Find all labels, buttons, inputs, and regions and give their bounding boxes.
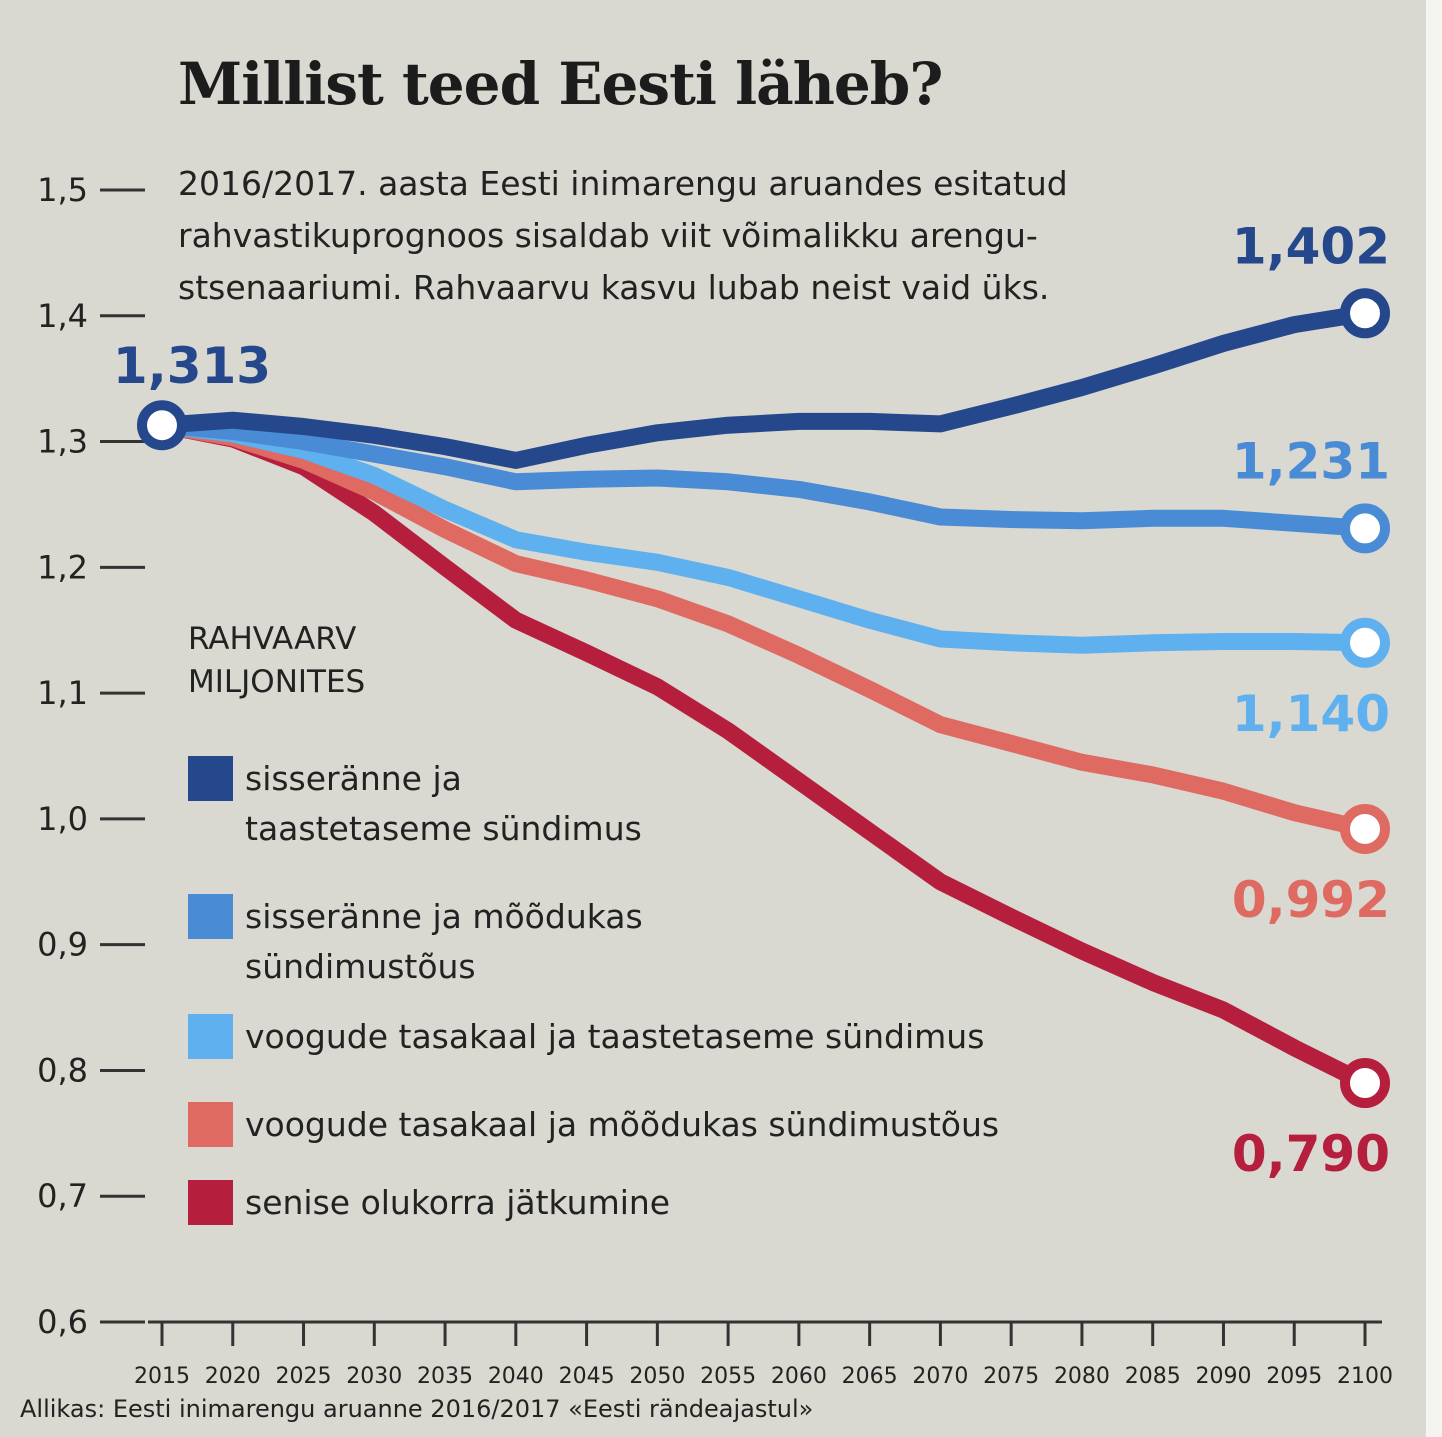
x-tick-label: 2030: [346, 1364, 402, 1389]
series-end-value-label: 0,790: [1232, 1125, 1390, 1183]
subtitle-line: 2016/2017. aasta Eesti inimarengu aruand…: [178, 164, 1068, 203]
y-tick-label: 0,6: [37, 1303, 88, 1341]
y-tick-label: 0,9: [37, 926, 88, 964]
y-tick-label: 1,1: [37, 674, 88, 712]
series-line: [153, 416, 1374, 537]
x-tick-label: 2045: [559, 1364, 615, 1389]
legend-swatch: [188, 1014, 233, 1059]
legend-item-senise-olukorra: senise olukorra jätkumine: [188, 1178, 670, 1228]
series-end-value-label: 1,140: [1232, 685, 1390, 743]
unit-label-line: RAHVAARV: [188, 621, 357, 657]
series-end-marker: [1340, 288, 1390, 339]
y-tick-label: 0,7: [37, 1177, 88, 1215]
y-tick-label: 1,5: [37, 171, 88, 209]
series-start-marker: [137, 400, 187, 451]
legend-label-line: senise olukorra jätkumine: [245, 1183, 671, 1222]
y-tick-label: 1,2: [37, 548, 88, 586]
series-end-marker: [1340, 617, 1390, 668]
legend-label-line: voogude tasakaal ja mõõdukas sündimustõu…: [245, 1105, 1000, 1144]
x-tick-label: 2035: [417, 1364, 473, 1389]
legend-item-sisseranne-moodukas: sisseränne ja mõõdukas sündimustõus: [188, 892, 643, 992]
x-tick-label: 2095: [1266, 1364, 1322, 1389]
legend-label-line: sisseränne ja: [245, 759, 462, 798]
x-tick-label: 2040: [488, 1364, 544, 1389]
series-end-value-label: 1,231: [1232, 432, 1390, 490]
x-tick-label: 2050: [629, 1364, 685, 1389]
y-tick-label: 1,4: [37, 297, 88, 335]
series-line: [153, 416, 1374, 838]
legend-label: sisseränne ja taastetaseme sündimus: [245, 754, 642, 854]
legend-label-line: taastetaseme sündimus: [245, 809, 642, 848]
x-tick-label: 2075: [983, 1364, 1039, 1389]
x-tick-label: 2070: [912, 1364, 968, 1389]
y-tick-label: 0,8: [37, 1051, 88, 1089]
chart-title: Millist teed Eesti läheb?: [178, 50, 943, 118]
series-start-value-label: 1,313: [113, 337, 271, 395]
legend-label: voogude tasakaal ja mõõdukas sündimustõu…: [245, 1100, 999, 1150]
x-tick-label: 2085: [1125, 1364, 1181, 1389]
series-end-marker: [1340, 503, 1390, 554]
y-tick-label: 1,0: [37, 800, 88, 838]
x-tick-label: 2090: [1195, 1364, 1251, 1389]
series-line: [153, 416, 1374, 1092]
legend-swatch: [188, 894, 233, 939]
legend-label: sisseränne ja mõõdukas sündimustõus: [245, 892, 643, 992]
x-tick-label: 2100: [1337, 1364, 1393, 1389]
x-tick-label: 2055: [700, 1364, 756, 1389]
x-tick-label: 2015: [134, 1364, 190, 1389]
chart-subtitle: 2016/2017. aasta Eesti inimarengu aruand…: [178, 158, 1068, 314]
series-end-value-label: 1,402: [1232, 217, 1390, 275]
x-tick-label: 2080: [1054, 1364, 1110, 1389]
series-line: [153, 304, 1374, 469]
x-tick-label: 2025: [276, 1364, 332, 1389]
unit-label-line: MILJONITES: [188, 664, 366, 700]
series-end-marker: [1340, 1058, 1390, 1109]
legend-swatch: [188, 1102, 233, 1147]
legend-item-voogude-taastetaseme: voogude tasakaal ja taastetaseme sündimu…: [188, 1012, 984, 1062]
y-tick-label: 1,3: [37, 423, 88, 461]
legend-item-sisseranne-taastetaseme: sisseränne ja taastetaseme sündimus: [188, 754, 642, 854]
x-tick-label: 2020: [205, 1364, 261, 1389]
x-tick-label: 2065: [842, 1364, 898, 1389]
legend-swatch: [188, 1180, 233, 1225]
page-right-edge: [1426, 0, 1442, 1437]
series-end-marker: [1340, 803, 1390, 854]
x-tick-label: 2060: [771, 1364, 827, 1389]
legend-label-line: sisseränne ja mõõdukas: [245, 897, 643, 936]
y-axis-unit-label: RAHVAARV MILJONITES: [188, 618, 365, 704]
legend-label-line: voogude tasakaal ja taastetaseme sündimu…: [245, 1017, 985, 1056]
legend-swatch: [188, 756, 233, 801]
subtitle-line: rahvastikuprognoos sisaldab viit võimali…: [178, 216, 1038, 255]
legend-label: voogude tasakaal ja taastetaseme sündimu…: [245, 1012, 984, 1062]
series-end-value-label: 0,992: [1232, 871, 1390, 929]
source-note: Allikas: Eesti inimarengu aruanne 2016/2…: [20, 1395, 814, 1423]
subtitle-line: stsenaariumi. Rahvaarvu kasvu lubab neis…: [178, 268, 1050, 307]
series-line: [153, 416, 1374, 654]
legend-label-line: sündimustõus: [245, 947, 476, 986]
legend-label: senise olukorra jätkumine: [245, 1178, 670, 1228]
legend-item-voogude-moodukas: voogude tasakaal ja mõõdukas sündimustõu…: [188, 1100, 999, 1150]
